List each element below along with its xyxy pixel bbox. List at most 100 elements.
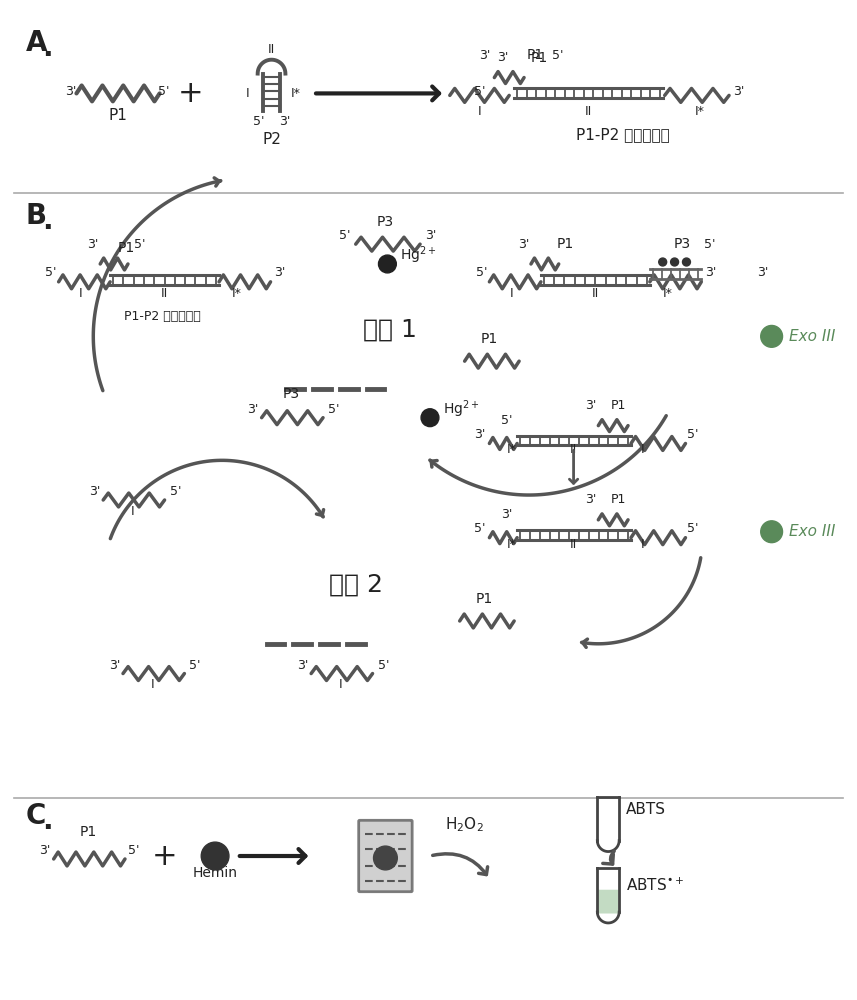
Circle shape [374,846,398,870]
Text: I: I [79,287,82,300]
Text: I: I [151,678,154,691]
Text: A: A [26,29,47,57]
Text: 3': 3' [757,266,768,279]
Text: I: I [641,538,644,551]
Circle shape [671,258,679,266]
Text: .: . [42,34,52,62]
Text: I: I [339,678,343,691]
Text: 3': 3' [297,659,309,672]
Text: 5': 5' [474,85,485,98]
Text: 5': 5' [476,266,488,279]
Text: 3': 3' [109,659,120,672]
Text: 3': 3' [279,115,291,128]
Text: I*: I* [506,443,516,456]
Text: I*: I* [232,287,242,300]
Text: 5': 5' [189,659,201,672]
Text: P1: P1 [530,51,548,65]
Text: 3': 3' [274,266,286,279]
Text: I*: I* [662,287,673,300]
Text: I: I [246,87,249,100]
Text: .: . [42,207,52,235]
Circle shape [761,325,782,347]
Text: P1-P2 杂交复合体: P1-P2 杂交复合体 [576,128,670,143]
Circle shape [659,258,667,266]
Text: 3': 3' [585,399,596,412]
Text: P1: P1 [527,48,544,62]
Text: P3: P3 [283,387,300,401]
Text: 5': 5' [704,238,716,251]
Text: 3': 3' [425,229,436,242]
Text: B: B [26,202,47,230]
Text: II: II [570,443,578,456]
Text: 3': 3' [474,428,485,441]
Text: 3': 3' [248,403,259,416]
Text: 3': 3' [479,49,490,62]
Text: II: II [591,287,599,300]
Text: 5': 5' [687,522,699,535]
Text: I: I [509,287,513,300]
Text: Hg$^{2+}$: Hg$^{2+}$ [400,244,437,266]
Text: 5': 5' [500,414,512,427]
Text: 循环 2: 循环 2 [329,572,383,596]
Text: P1: P1 [610,399,626,412]
Circle shape [761,521,782,543]
Text: 3': 3' [89,485,100,498]
Text: Exo III: Exo III [789,329,836,344]
Text: I*: I* [291,87,300,100]
Text: P2: P2 [262,132,281,147]
Text: 3': 3' [65,85,76,98]
Text: 3': 3' [705,266,716,279]
Text: I: I [641,443,644,456]
Text: P1: P1 [80,825,97,839]
Text: I: I [131,505,135,518]
FancyBboxPatch shape [598,890,619,914]
Text: 5': 5' [170,485,181,498]
Text: 5': 5' [45,266,57,279]
Text: P3: P3 [674,237,691,251]
Text: 5': 5' [552,49,563,62]
Text: P1: P1 [557,237,574,251]
Text: 3': 3' [585,493,596,506]
Text: 5': 5' [253,115,265,128]
Text: 3': 3' [518,238,529,251]
Text: Hemin: Hemin [193,866,237,880]
Text: 5': 5' [474,522,485,535]
Text: P1: P1 [476,592,493,606]
Text: II: II [570,538,578,551]
Text: I*: I* [506,538,516,551]
Text: Exo III: Exo III [789,524,836,539]
Circle shape [379,255,396,273]
Circle shape [201,842,229,870]
Text: 5': 5' [339,229,351,242]
Text: 5': 5' [687,428,699,441]
Text: ABTS$^{•+}$: ABTS$^{•+}$ [626,877,684,894]
Circle shape [682,258,691,266]
Text: 5': 5' [328,403,339,416]
Text: 3': 3' [39,844,51,857]
FancyBboxPatch shape [359,820,412,892]
Text: +: + [177,79,203,108]
Text: 5': 5' [377,659,389,672]
Text: 3': 3' [87,238,99,251]
Text: .: . [42,807,52,835]
Text: P1: P1 [109,108,128,123]
Text: P1: P1 [117,241,135,255]
Text: 3': 3' [496,51,508,64]
Text: 5': 5' [158,85,170,98]
Text: II: II [268,43,275,56]
Text: 3': 3' [734,85,745,98]
Text: 3': 3' [500,508,512,521]
Text: P1: P1 [481,332,498,346]
Text: 循环 1: 循环 1 [363,317,417,341]
Text: ABTS: ABTS [626,802,666,817]
Text: Hg$^{2+}$: Hg$^{2+}$ [443,398,479,420]
Text: II: II [584,105,592,118]
Text: P1: P1 [610,493,626,506]
Text: +: + [152,842,177,871]
Text: P3: P3 [377,215,394,229]
Text: 5': 5' [126,238,146,251]
Text: C: C [26,802,46,830]
Text: I*: I* [695,105,704,118]
Circle shape [421,409,439,427]
Text: P1-P2 杂交复合体: P1-P2 杂交复合体 [124,310,201,323]
